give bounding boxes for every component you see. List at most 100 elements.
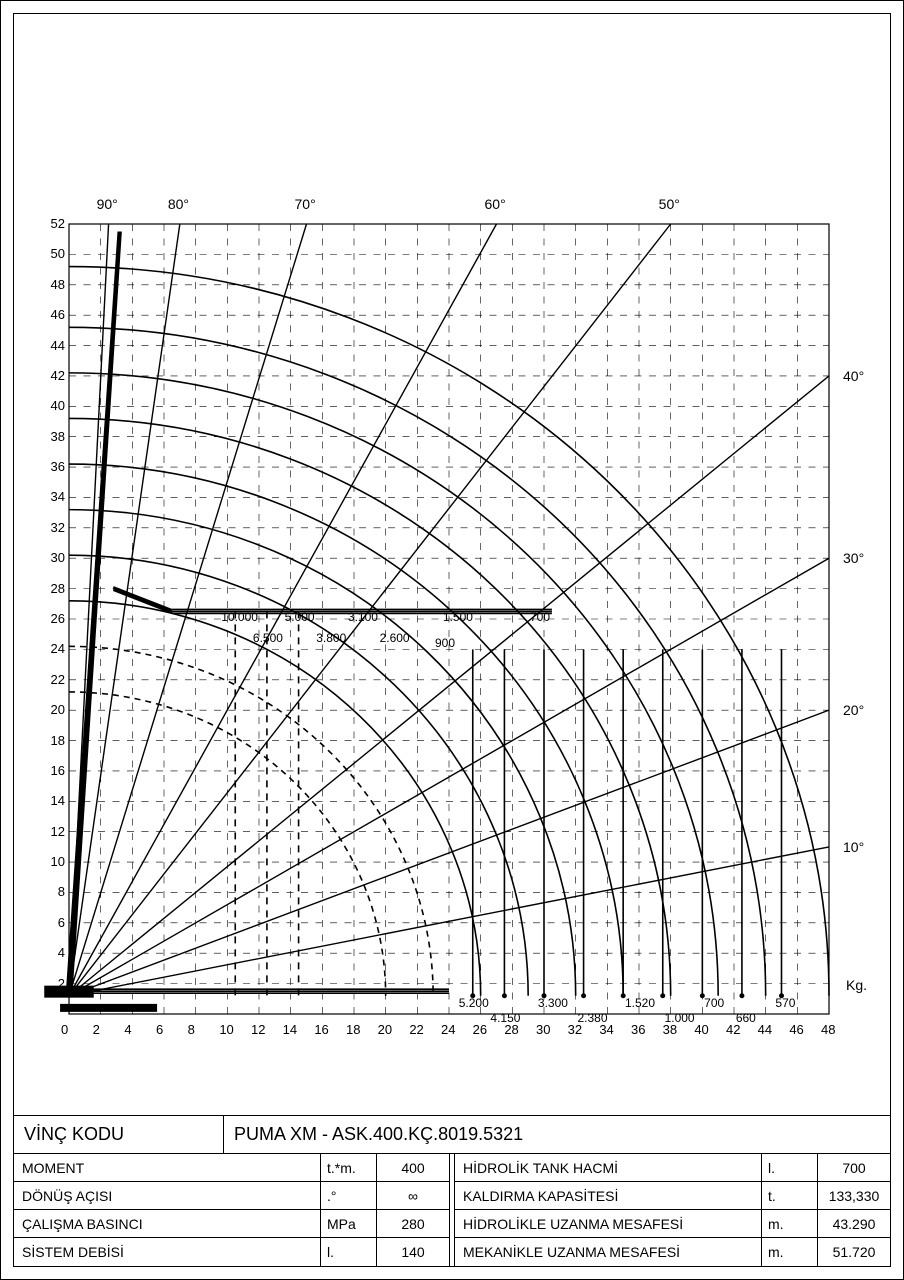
y-tick: 34: [43, 489, 65, 504]
page-frame: 90°80°70°60°50° 40°30°20°10° 24681012141…: [0, 0, 904, 1280]
x-tick: 36: [631, 1022, 645, 1037]
spec-value: 400: [377, 1154, 449, 1181]
x-tick: 22: [409, 1022, 423, 1037]
y-tick: 38: [43, 429, 65, 444]
spec-unit: m.: [762, 1238, 818, 1266]
capacity-label: 1.500: [443, 610, 473, 624]
y-tick: 30: [43, 550, 65, 565]
y-tick: 44: [43, 338, 65, 353]
x-tick: 26: [473, 1022, 487, 1037]
capacity-label: 2.600: [380, 631, 410, 645]
spec-row: MOMENTt.*m.400: [14, 1154, 449, 1182]
spec-label: DÖNÜŞ AÇISI: [14, 1182, 321, 1209]
spec-label: SİSTEM DEBİSİ: [14, 1238, 321, 1266]
y-tick: 36: [43, 459, 65, 474]
y-tick: 28: [43, 581, 65, 596]
spec-label: KALDIRMA KAPASİTESİ: [455, 1182, 762, 1209]
capacity-label: 10.000: [221, 610, 258, 624]
y-tick: 18: [43, 733, 65, 748]
x-tick: 12: [251, 1022, 265, 1037]
angle-right: 30°: [843, 550, 864, 566]
x-tick: 14: [283, 1022, 297, 1037]
spec-row: HİDROLİK TANK HACMİl.700: [455, 1154, 890, 1182]
capacity-label: 3.100: [348, 610, 378, 624]
capacity-label: 2.380: [578, 1011, 608, 1025]
spec-value: 133,330: [818, 1182, 890, 1209]
y-tick: 50: [43, 246, 65, 261]
spec-row: SİSTEM DEBİSİl.140: [14, 1238, 449, 1266]
angle-right: 40°: [843, 368, 864, 384]
x-tick: 46: [789, 1022, 803, 1037]
x-tick: 30: [536, 1022, 550, 1037]
x-tick: 8: [188, 1022, 195, 1037]
x-tick: 6: [156, 1022, 163, 1037]
capacity-label: 700: [704, 996, 724, 1010]
x-tick: 20: [378, 1022, 392, 1037]
crane-code-value: PUMA XM - ASK.400.KÇ.8019.5321: [224, 1116, 890, 1153]
y-tick: 48: [43, 277, 65, 292]
y-tick: 12: [43, 824, 65, 839]
y-tick: 8: [43, 884, 65, 899]
angle-top: 80°: [168, 196, 189, 212]
angle-top: 60°: [485, 196, 506, 212]
angle-right: 10°: [843, 839, 864, 855]
spec-tables: VİNÇ KODU PUMA XM - ASK.400.KÇ.8019.5321…: [14, 1115, 890, 1266]
spec-label: HİDROLİK TANK HACMİ: [455, 1154, 762, 1181]
angle-top: 70°: [295, 196, 316, 212]
y-tick: 10: [43, 854, 65, 869]
spec-label: MOMENT: [14, 1154, 321, 1181]
capacity-label: 3.300: [538, 996, 568, 1010]
capacity-label: 3.800: [316, 631, 346, 645]
y-tick: 46: [43, 307, 65, 322]
spec-value: 51.720: [818, 1238, 890, 1266]
x-tick: 16: [314, 1022, 328, 1037]
specs-left-col: MOMENTt.*m.400DÖNÜŞ AÇISI.°∞ÇALIŞMA BASI…: [14, 1154, 450, 1266]
spec-unit: t.*m.: [321, 1154, 377, 1181]
x-tick: 40: [694, 1022, 708, 1037]
y-tick: 22: [43, 672, 65, 687]
capacity-label: 570: [775, 996, 795, 1010]
y-tick: 6: [43, 915, 65, 930]
specs-right-col: HİDROLİK TANK HACMİl.700KALDIRMA KAPASİT…: [455, 1154, 890, 1266]
spec-row: DÖNÜŞ AÇISI.°∞: [14, 1182, 449, 1210]
spec-value: 140: [377, 1238, 449, 1266]
capacity-label: 1.520: [625, 996, 655, 1010]
y-tick: 32: [43, 520, 65, 535]
capacity-label: 6.500: [253, 631, 283, 645]
x-tick: 24: [441, 1022, 455, 1037]
capacity-label: 5.200: [459, 996, 489, 1010]
capacity-label: 4.150: [490, 1011, 520, 1025]
spec-value: 43.290: [818, 1210, 890, 1237]
y-tick: 4: [43, 945, 65, 960]
units-label: Kg.: [846, 977, 867, 993]
spec-unit: l.: [321, 1238, 377, 1266]
spec-unit: m.: [762, 1210, 818, 1237]
angle-right: 20°: [843, 702, 864, 718]
y-tick: 52: [43, 216, 65, 231]
spec-row: MEKANİKLE UZANMA MESAFESİm.51.720: [455, 1238, 890, 1266]
spec-value: 280: [377, 1210, 449, 1237]
x-tick: 48: [821, 1022, 835, 1037]
spec-row: HİDROLİKLE UZANMA MESAFESİm.43.290: [455, 1210, 890, 1238]
inner-frame: 90°80°70°60°50° 40°30°20°10° 24681012141…: [13, 13, 891, 1267]
spec-label: HİDROLİKLE UZANMA MESAFESİ: [455, 1210, 762, 1237]
capacity-label: 5.000: [285, 610, 315, 624]
y-tick: 42: [43, 368, 65, 383]
spec-unit: MPa: [321, 1210, 377, 1237]
angle-top: 50°: [659, 196, 680, 212]
y-tick: 26: [43, 611, 65, 626]
angle-top: 90°: [97, 196, 118, 212]
spec-value: ∞: [377, 1182, 449, 1209]
spec-value: 700: [818, 1154, 890, 1181]
x-tick: 2: [93, 1022, 100, 1037]
spec-row: KALDIRMA KAPASİTESİt.133,330: [455, 1182, 890, 1210]
spec-row: ÇALIŞMA BASINCIMPa280: [14, 1210, 449, 1238]
x-tick: 0: [61, 1022, 68, 1037]
y-tick: 24: [43, 641, 65, 656]
y-tick: 14: [43, 793, 65, 808]
x-tick: 18: [346, 1022, 360, 1037]
y-tick: 40: [43, 398, 65, 413]
y-tick: 20: [43, 702, 65, 717]
x-tick: 44: [758, 1022, 772, 1037]
capacity-label: 900: [435, 636, 455, 650]
